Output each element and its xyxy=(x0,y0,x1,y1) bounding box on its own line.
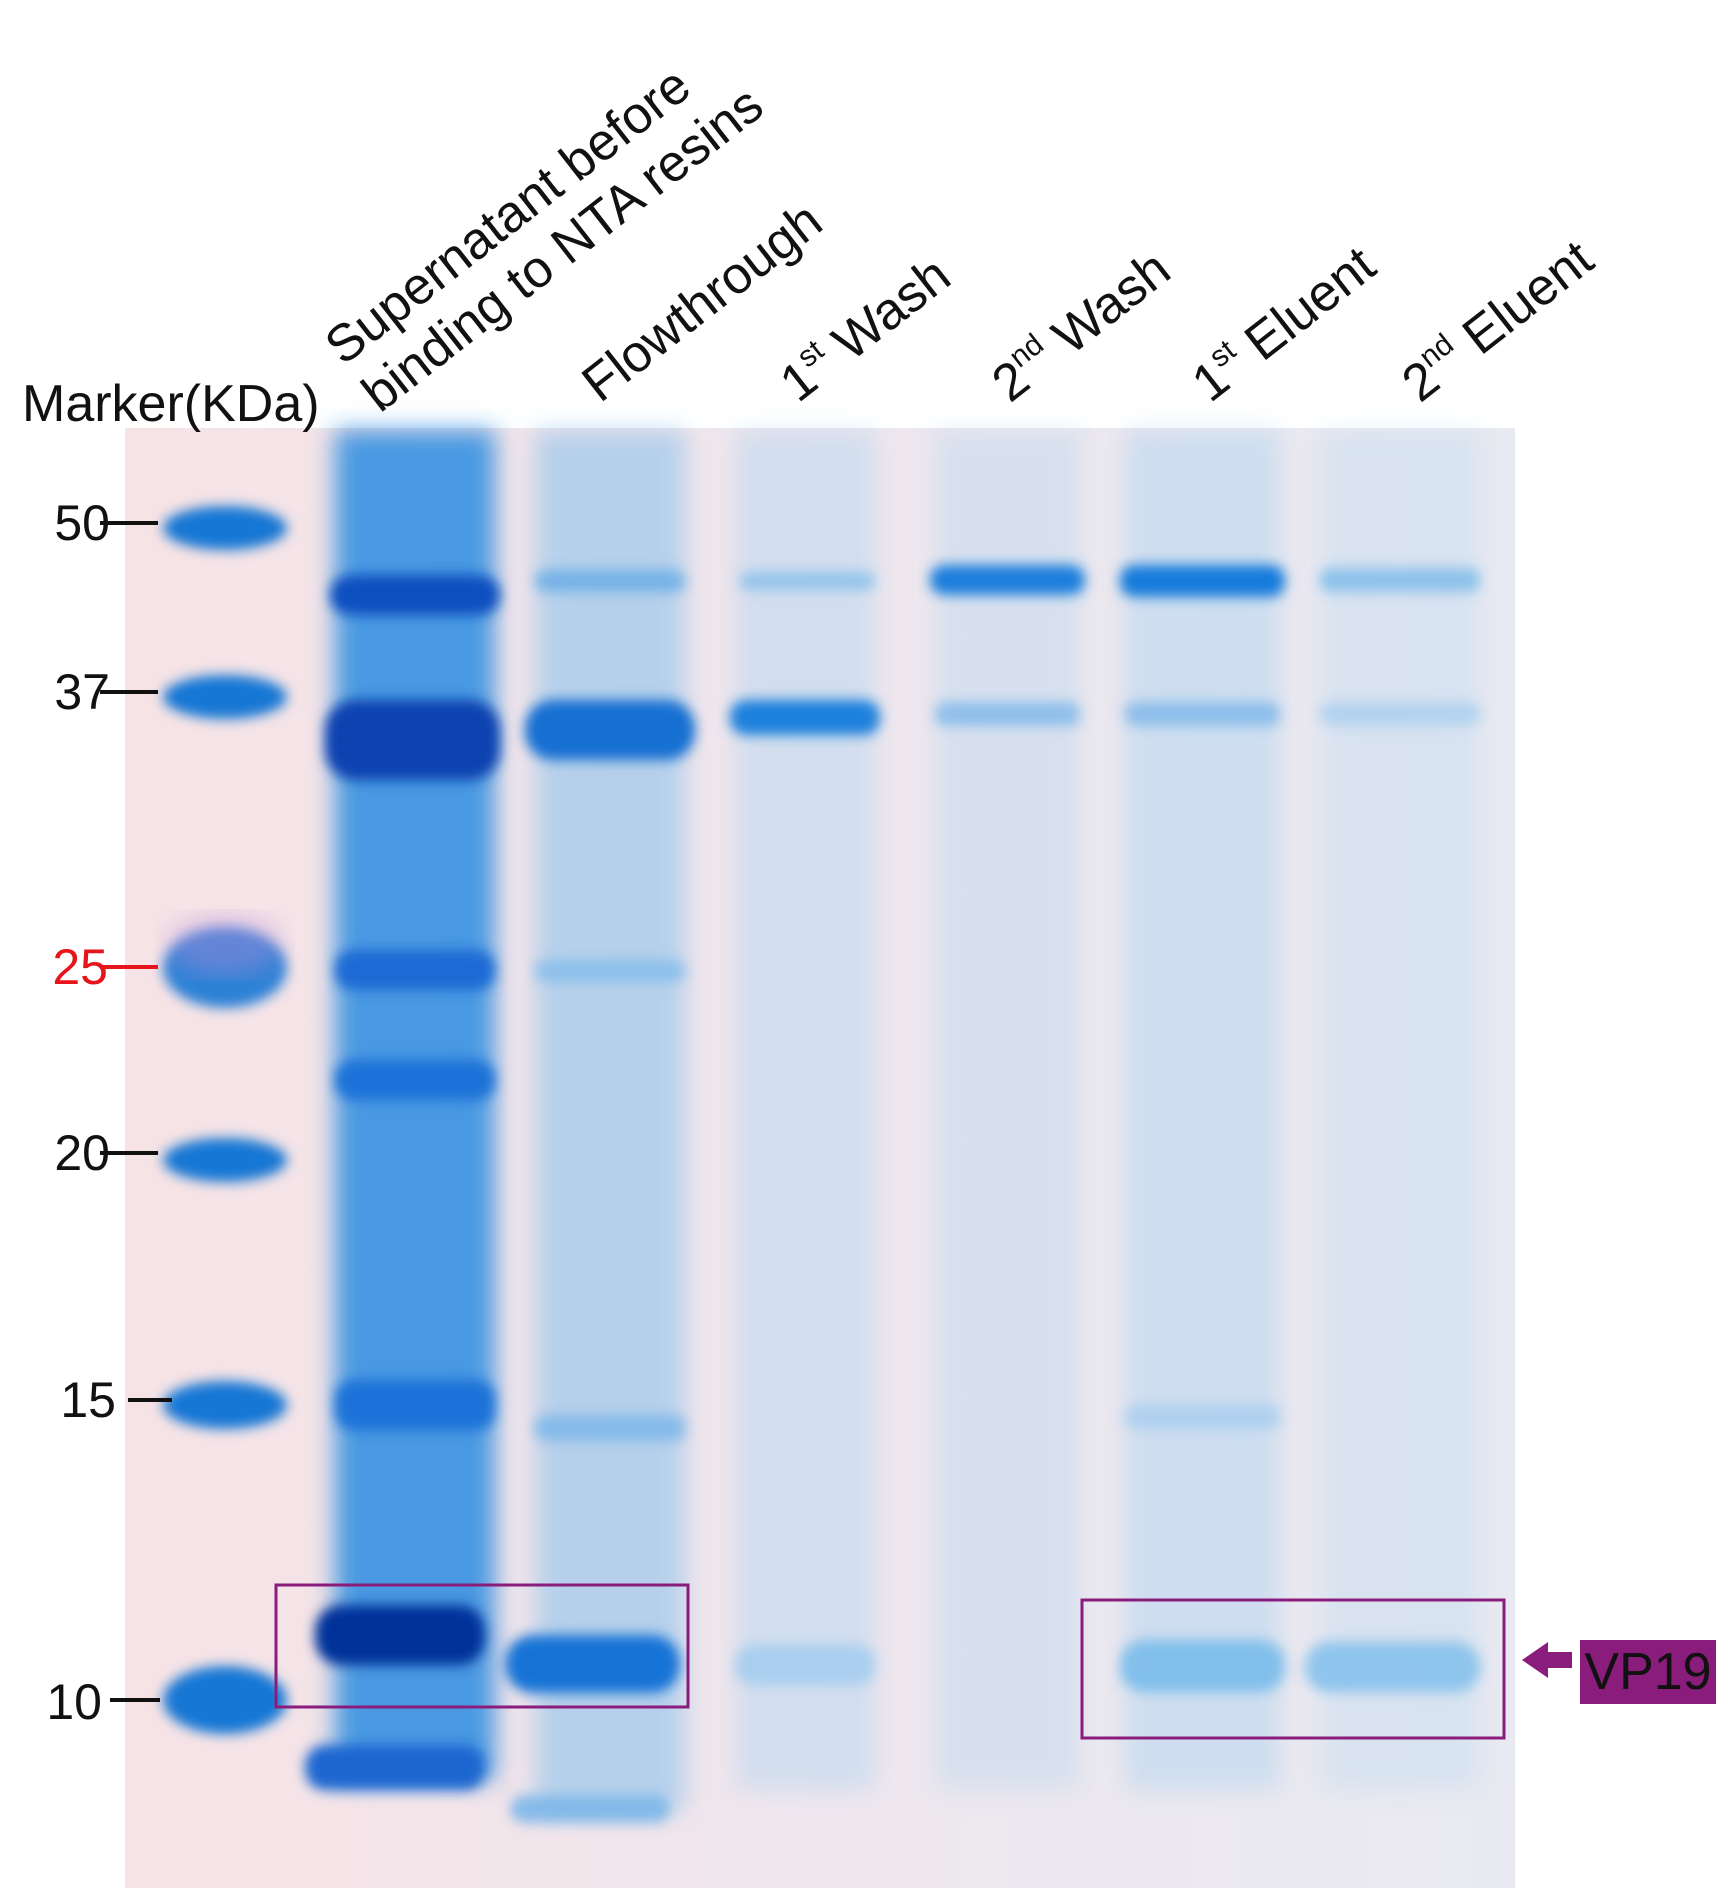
marker-band-20 xyxy=(163,1138,287,1182)
marker-band-10 xyxy=(163,1666,287,1734)
lane-1-band xyxy=(335,950,495,990)
lane-1-band xyxy=(335,1060,495,1100)
marker-band-15 xyxy=(163,1381,287,1429)
lane-3-smear xyxy=(735,430,875,1790)
lane-1-bands xyxy=(305,575,500,1790)
lane-5-band xyxy=(1125,702,1280,726)
mw-label-20: 20 xyxy=(54,1125,110,1181)
lane-2-band xyxy=(535,960,685,982)
lane-5-band xyxy=(1125,1405,1280,1429)
lane-2-band xyxy=(535,570,685,592)
lane-5-band xyxy=(1120,565,1285,597)
lane-1-smear xyxy=(335,430,495,1780)
marker-ticks xyxy=(100,521,172,1702)
lane-2-band xyxy=(510,1795,670,1823)
lane-4-band xyxy=(935,702,1080,726)
highlight-box-left xyxy=(274,1583,690,1709)
lane-2-band xyxy=(505,1635,680,1693)
arrow-left-icon xyxy=(1522,1642,1572,1678)
mw-label-15: 15 xyxy=(60,1372,116,1428)
lane-smears xyxy=(335,430,1480,1810)
lane-3-band xyxy=(740,572,875,590)
lane-3-bands xyxy=(730,572,880,1685)
lane-1-band xyxy=(315,1605,485,1665)
marker-band-50 xyxy=(163,506,287,550)
highlight-box-right xyxy=(1080,1598,1506,1740)
lane-1-band xyxy=(335,1380,495,1430)
mw-label-37: 37 xyxy=(54,664,110,720)
lane-5-smear xyxy=(1125,430,1280,1790)
lane-6-bands xyxy=(1305,568,1480,1692)
lane-1-band xyxy=(325,700,500,780)
marker-title: Marker(KDa) xyxy=(22,375,320,433)
lane-1-band xyxy=(330,575,500,615)
marker-band-25-halo xyxy=(167,915,283,975)
lane-4-bands xyxy=(930,565,1085,726)
marker-band-37 xyxy=(163,675,287,719)
lane-6-band xyxy=(1320,568,1480,592)
lane-5-bands xyxy=(1120,565,1285,1692)
lane-3-band xyxy=(730,700,880,735)
vp19-label: VP19 xyxy=(1580,1640,1716,1704)
mw-label-25: 25 xyxy=(52,939,108,995)
mw-label-50: 50 xyxy=(54,495,110,551)
lane-6-band xyxy=(1305,1642,1480,1692)
lane-5-band xyxy=(1120,1640,1285,1692)
lane-6-smear xyxy=(1320,430,1480,1790)
lane-2-band xyxy=(525,700,695,760)
lane-2-bands xyxy=(505,570,695,1823)
lane-4-smear xyxy=(935,430,1080,1790)
lane-2-smear xyxy=(535,430,685,1810)
mw-label-10: 10 xyxy=(46,1674,102,1730)
lane-2-band xyxy=(535,1415,685,1441)
lane-6-band xyxy=(1320,703,1480,725)
lane-4-band xyxy=(930,565,1085,595)
lane-3-band xyxy=(735,1645,875,1685)
lane-1-band xyxy=(305,1745,485,1790)
